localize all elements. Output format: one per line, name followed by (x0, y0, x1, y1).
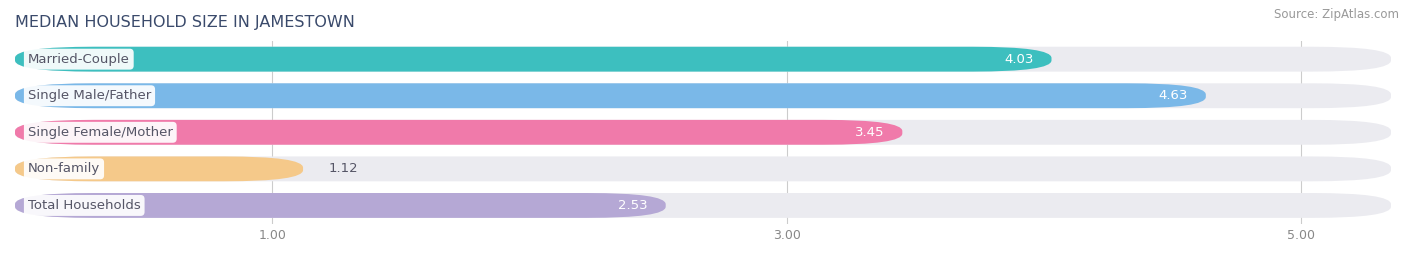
Text: 1.12: 1.12 (329, 162, 359, 175)
Text: Single Male/Father: Single Male/Father (28, 89, 150, 102)
FancyBboxPatch shape (15, 47, 1391, 72)
Text: Single Female/Mother: Single Female/Mother (28, 126, 173, 139)
Text: 3.45: 3.45 (855, 126, 884, 139)
Text: Non-family: Non-family (28, 162, 100, 175)
FancyBboxPatch shape (15, 83, 1206, 108)
FancyBboxPatch shape (15, 120, 903, 145)
FancyBboxPatch shape (15, 83, 1391, 108)
FancyBboxPatch shape (15, 120, 1391, 145)
FancyBboxPatch shape (15, 193, 665, 218)
FancyBboxPatch shape (15, 157, 1391, 181)
Text: 2.53: 2.53 (619, 199, 648, 212)
Text: 4.03: 4.03 (1004, 53, 1033, 66)
Text: MEDIAN HOUSEHOLD SIZE IN JAMESTOWN: MEDIAN HOUSEHOLD SIZE IN JAMESTOWN (15, 15, 354, 30)
FancyBboxPatch shape (15, 157, 304, 181)
Text: Married-Couple: Married-Couple (28, 53, 129, 66)
Text: 4.63: 4.63 (1159, 89, 1188, 102)
FancyBboxPatch shape (15, 47, 1052, 72)
Text: Total Households: Total Households (28, 199, 141, 212)
FancyBboxPatch shape (15, 193, 1391, 218)
Text: Source: ZipAtlas.com: Source: ZipAtlas.com (1274, 8, 1399, 21)
